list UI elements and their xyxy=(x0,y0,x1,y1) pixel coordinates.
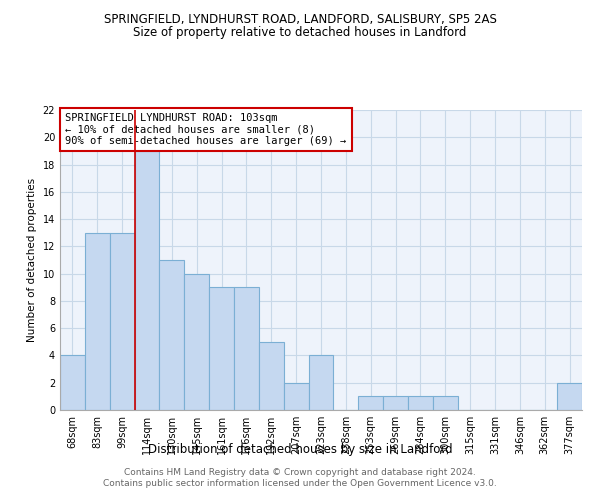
Bar xyxy=(284,382,308,410)
Bar xyxy=(209,288,234,410)
Bar xyxy=(85,232,110,410)
Y-axis label: Number of detached properties: Number of detached properties xyxy=(27,178,37,342)
Bar xyxy=(433,396,458,410)
Text: Distribution of detached houses by size in Landford: Distribution of detached houses by size … xyxy=(148,444,452,456)
Bar xyxy=(383,396,408,410)
Bar xyxy=(358,396,383,410)
Bar xyxy=(60,356,85,410)
Text: SPRINGFIELD LYNDHURST ROAD: 103sqm
← 10% of detached houses are smaller (8)
90% : SPRINGFIELD LYNDHURST ROAD: 103sqm ← 10%… xyxy=(65,113,346,146)
Bar xyxy=(308,356,334,410)
Bar xyxy=(259,342,284,410)
Bar xyxy=(557,382,582,410)
Bar xyxy=(234,288,259,410)
Bar xyxy=(160,260,184,410)
Bar xyxy=(134,151,160,410)
Bar xyxy=(408,396,433,410)
Text: Size of property relative to detached houses in Landford: Size of property relative to detached ho… xyxy=(133,26,467,39)
Bar xyxy=(184,274,209,410)
Bar xyxy=(110,232,134,410)
Text: SPRINGFIELD, LYNDHURST ROAD, LANDFORD, SALISBURY, SP5 2AS: SPRINGFIELD, LYNDHURST ROAD, LANDFORD, S… xyxy=(104,12,496,26)
Text: Contains HM Land Registry data © Crown copyright and database right 2024.
Contai: Contains HM Land Registry data © Crown c… xyxy=(103,468,497,487)
